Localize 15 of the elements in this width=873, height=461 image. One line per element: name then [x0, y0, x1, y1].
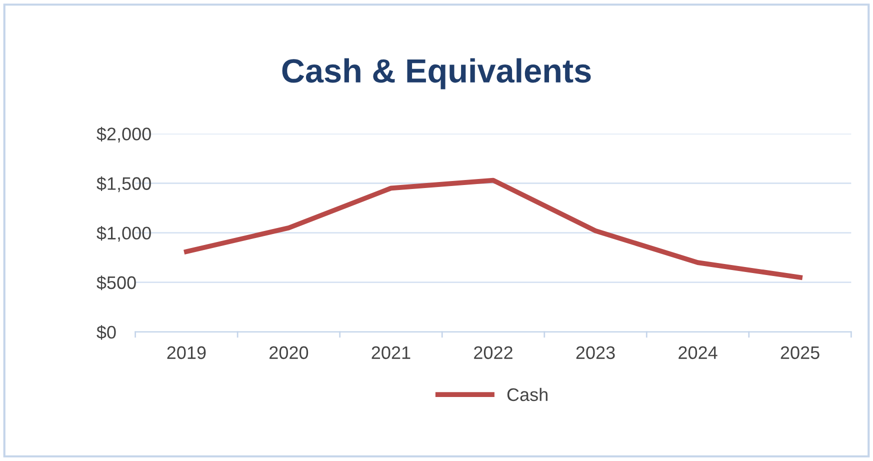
y-tick-label: $500: [96, 276, 136, 290]
y-tick-label: $2,000: [96, 126, 151, 143]
x-tick-label: 2021: [372, 346, 410, 360]
chart-title: Cash & Equivalents: [282, 58, 591, 90]
x-tick-label: 2024: [678, 346, 718, 360]
x-tick-label: 2019: [167, 346, 206, 360]
y-tick-label: $1,500: [96, 176, 151, 192]
y-tick-label: $0: [96, 325, 116, 340]
x-tick-label: 2023: [576, 346, 615, 360]
line-series: [184, 178, 802, 280]
legend-label: Cash: [507, 388, 548, 402]
x-tick-label: 2025: [780, 346, 820, 360]
y-tick-label: $1,000: [96, 226, 151, 242]
x-tick-label: 2022: [474, 346, 512, 360]
x-tick-label: 2020: [270, 346, 308, 360]
